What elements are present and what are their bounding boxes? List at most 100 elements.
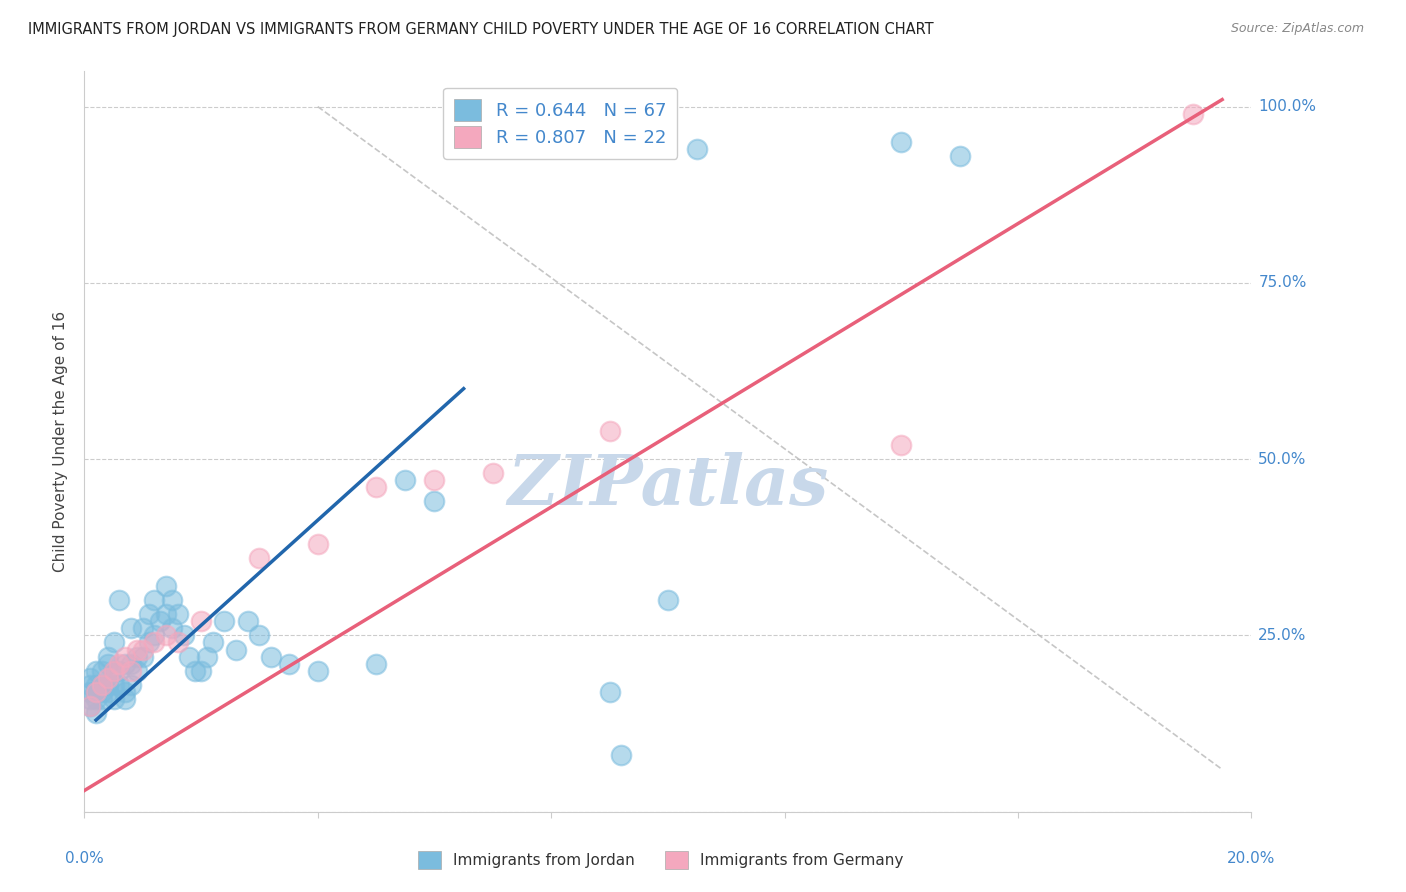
- Point: [143, 635, 166, 649]
- Text: 75.0%: 75.0%: [1258, 276, 1306, 291]
- Point: [84, 685, 107, 699]
- Point: [307, 537, 329, 551]
- Point: [201, 635, 224, 649]
- Point: [190, 664, 212, 678]
- Point: [173, 628, 195, 642]
- Point: [890, 135, 912, 149]
- Point: [260, 649, 283, 664]
- Legend: R = 0.644   N = 67, R = 0.807   N = 22: R = 0.644 N = 67, R = 0.807 N = 22: [443, 87, 678, 159]
- Point: [84, 664, 107, 678]
- Point: [97, 649, 120, 664]
- Point: [166, 635, 188, 649]
- Point: [160, 593, 183, 607]
- Point: [103, 678, 125, 692]
- Text: Source: ZipAtlas.com: Source: ZipAtlas.com: [1230, 22, 1364, 36]
- Point: [120, 657, 142, 671]
- Point: [686, 142, 709, 156]
- Point: [160, 621, 183, 635]
- Point: [481, 467, 505, 481]
- Point: [114, 685, 136, 699]
- Y-axis label: Child Poverty Under the Age of 16: Child Poverty Under the Age of 16: [53, 311, 69, 572]
- Point: [108, 593, 131, 607]
- Point: [138, 607, 160, 622]
- Point: [103, 635, 125, 649]
- Point: [125, 642, 148, 657]
- Legend: Immigrants from Jordan, Immigrants from Germany: Immigrants from Jordan, Immigrants from …: [412, 845, 910, 875]
- Point: [214, 615, 236, 629]
- Point: [366, 657, 388, 671]
- Point: [599, 424, 621, 438]
- Point: [97, 671, 120, 685]
- Point: [225, 642, 247, 657]
- Point: [97, 657, 120, 671]
- Point: [423, 473, 446, 487]
- Text: IMMIGRANTS FROM JORDAN VS IMMIGRANTS FROM GERMANY CHILD POVERTY UNDER THE AGE OF: IMMIGRANTS FROM JORDAN VS IMMIGRANTS FRO…: [28, 22, 934, 37]
- Point: [366, 480, 388, 494]
- Point: [84, 685, 107, 699]
- Point: [90, 678, 112, 692]
- Point: [184, 664, 207, 678]
- Point: [120, 621, 142, 635]
- Point: [1181, 106, 1204, 120]
- Point: [79, 685, 101, 699]
- Point: [90, 685, 112, 699]
- Point: [120, 664, 142, 678]
- Point: [190, 615, 212, 629]
- Point: [108, 678, 131, 692]
- Point: [114, 657, 136, 671]
- Point: [79, 671, 101, 685]
- Text: 25.0%: 25.0%: [1258, 628, 1306, 643]
- Text: ZIPatlas: ZIPatlas: [508, 452, 828, 520]
- Point: [948, 149, 970, 163]
- Point: [155, 628, 177, 642]
- Point: [108, 664, 131, 678]
- Point: [247, 550, 270, 565]
- Point: [79, 692, 101, 706]
- Point: [143, 628, 166, 642]
- Point: [236, 615, 259, 629]
- Point: [125, 664, 148, 678]
- Point: [103, 692, 125, 706]
- Point: [599, 685, 621, 699]
- Point: [114, 692, 136, 706]
- Point: [84, 706, 107, 720]
- Point: [97, 685, 120, 699]
- Point: [132, 642, 155, 657]
- Point: [143, 593, 166, 607]
- Text: 50.0%: 50.0%: [1258, 451, 1306, 467]
- Point: [79, 678, 101, 692]
- Point: [149, 615, 172, 629]
- Point: [423, 494, 446, 508]
- Point: [610, 748, 633, 763]
- Point: [84, 692, 107, 706]
- Text: 0.0%: 0.0%: [65, 850, 104, 865]
- Point: [97, 678, 120, 692]
- Point: [155, 579, 177, 593]
- Point: [114, 649, 136, 664]
- Point: [890, 438, 912, 452]
- Point: [166, 607, 188, 622]
- Text: 20.0%: 20.0%: [1227, 850, 1275, 865]
- Point: [108, 657, 131, 671]
- Point: [195, 649, 218, 664]
- Point: [132, 649, 155, 664]
- Point: [307, 664, 329, 678]
- Point: [277, 657, 299, 671]
- Point: [155, 607, 177, 622]
- Point: [657, 593, 679, 607]
- Point: [90, 692, 112, 706]
- Point: [132, 621, 155, 635]
- Point: [103, 664, 125, 678]
- Point: [394, 473, 416, 487]
- Point: [247, 628, 270, 642]
- Point: [179, 649, 201, 664]
- Point: [125, 649, 148, 664]
- Text: 100.0%: 100.0%: [1258, 99, 1316, 114]
- Point: [138, 635, 160, 649]
- Point: [120, 678, 142, 692]
- Point: [84, 678, 107, 692]
- Point: [90, 664, 112, 678]
- Point: [79, 698, 101, 713]
- Point: [90, 678, 112, 692]
- Point: [79, 698, 101, 713]
